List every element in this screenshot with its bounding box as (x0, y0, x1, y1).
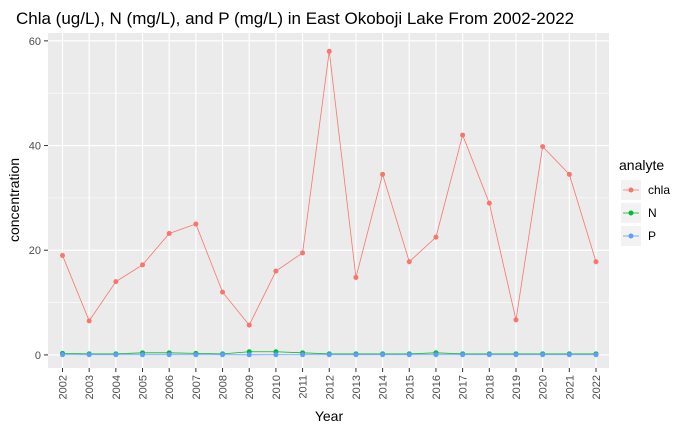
x-tick-label: 2009 (244, 375, 256, 399)
x-tick-label: 2008 (218, 375, 230, 399)
x-tick-label: 2021 (564, 375, 576, 399)
data-point-chla (406, 259, 412, 265)
x-tick-label: 2015 (404, 375, 416, 399)
x-tick-label: 2012 (324, 375, 336, 399)
y-tick-label: 60 (29, 36, 41, 48)
data-point-P (300, 352, 306, 358)
legend-label-chla: chla (648, 183, 670, 197)
x-tick-label: 2014 (378, 375, 390, 399)
data-point-chla (193, 221, 199, 227)
series-chla (60, 48, 599, 328)
x-tick-label: 2002 (58, 375, 70, 399)
data-point-P (406, 352, 412, 358)
data-point-chla (273, 268, 279, 274)
x-tick-label: 2017 (458, 375, 470, 399)
x-tick-label: 2016 (431, 375, 443, 399)
data-point-chla (166, 230, 172, 236)
data-point-chla (326, 48, 332, 54)
legend-key-point (628, 233, 634, 239)
legend-key-point (628, 187, 634, 193)
data-point-P (566, 352, 572, 358)
legend-label-P: P (648, 229, 656, 243)
data-point-P (540, 352, 546, 358)
data-point-chla (60, 252, 65, 258)
data-point-P (513, 352, 519, 358)
x-tick-label: 2020 (538, 375, 550, 399)
data-point-P (220, 352, 226, 358)
data-point-chla (220, 289, 226, 295)
chart-title: Chla (ug/L), N (mg/L), and P (mg/L) in E… (16, 9, 574, 28)
data-point-chla (513, 317, 519, 323)
data-point-chla (593, 259, 599, 265)
x-tick-label: 2022 (591, 375, 603, 399)
data-point-P (486, 352, 492, 358)
x-tick-label: 2013 (351, 375, 363, 399)
plot-background (48, 33, 609, 368)
data-point-chla (353, 274, 359, 280)
data-point-chla (460, 132, 466, 138)
legend-key-point (628, 210, 634, 216)
x-axis-title: Year (315, 408, 344, 424)
x-tick-label: 2007 (191, 375, 203, 399)
data-point-P (273, 352, 279, 358)
data-point-P (460, 352, 466, 358)
data-point-P (433, 352, 439, 358)
series-layer (60, 48, 599, 358)
data-point-P (593, 352, 599, 358)
data-point-P (326, 352, 332, 358)
legend-title: analyte (619, 157, 664, 173)
x-tick-label: 2011 (298, 375, 310, 399)
y-tick-label: 40 (29, 141, 41, 153)
x-tick-label: 2018 (484, 375, 496, 399)
data-point-P (380, 352, 386, 358)
data-point-P (166, 352, 172, 358)
data-point-chla (380, 171, 386, 177)
data-point-P (113, 352, 119, 358)
data-point-chla (433, 234, 439, 240)
x-tick-label: 2019 (511, 375, 523, 399)
x-axis: 2002 2003 2004 2005 2006 2007 2008 2009 2010 2011… (58, 368, 603, 399)
data-point-P (140, 352, 146, 358)
x-tick-label: 2004 (111, 375, 123, 399)
data-point-chla (300, 250, 306, 256)
data-point-P (60, 352, 65, 358)
data-point-P (353, 352, 359, 358)
data-point-chla (140, 262, 146, 268)
legend: analyte chla NP (619, 157, 670, 246)
data-point-chla (113, 279, 119, 285)
x-tick-label: 2006 (164, 375, 176, 399)
data-point-P (246, 352, 252, 358)
data-point-chla (486, 200, 492, 206)
data-point-chla (246, 322, 252, 328)
y-tick-label: 20 (29, 245, 41, 257)
series-P (60, 352, 599, 358)
x-tick-label: 2003 (84, 375, 96, 399)
legend-label-N: N (648, 206, 657, 220)
data-point-chla (540, 144, 546, 150)
data-point-P (193, 352, 199, 358)
data-point-chla (86, 318, 92, 324)
y-axis-title: concentration (6, 158, 22, 242)
y-axis: 0 20 40 60 (29, 36, 48, 362)
x-tick-label: 2005 (138, 375, 150, 399)
x-tick-label: 2010 (271, 375, 283, 399)
plot-area (48, 33, 609, 368)
y-tick-label: 0 (35, 350, 41, 362)
data-point-P (86, 352, 92, 358)
data-point-chla (566, 171, 572, 177)
